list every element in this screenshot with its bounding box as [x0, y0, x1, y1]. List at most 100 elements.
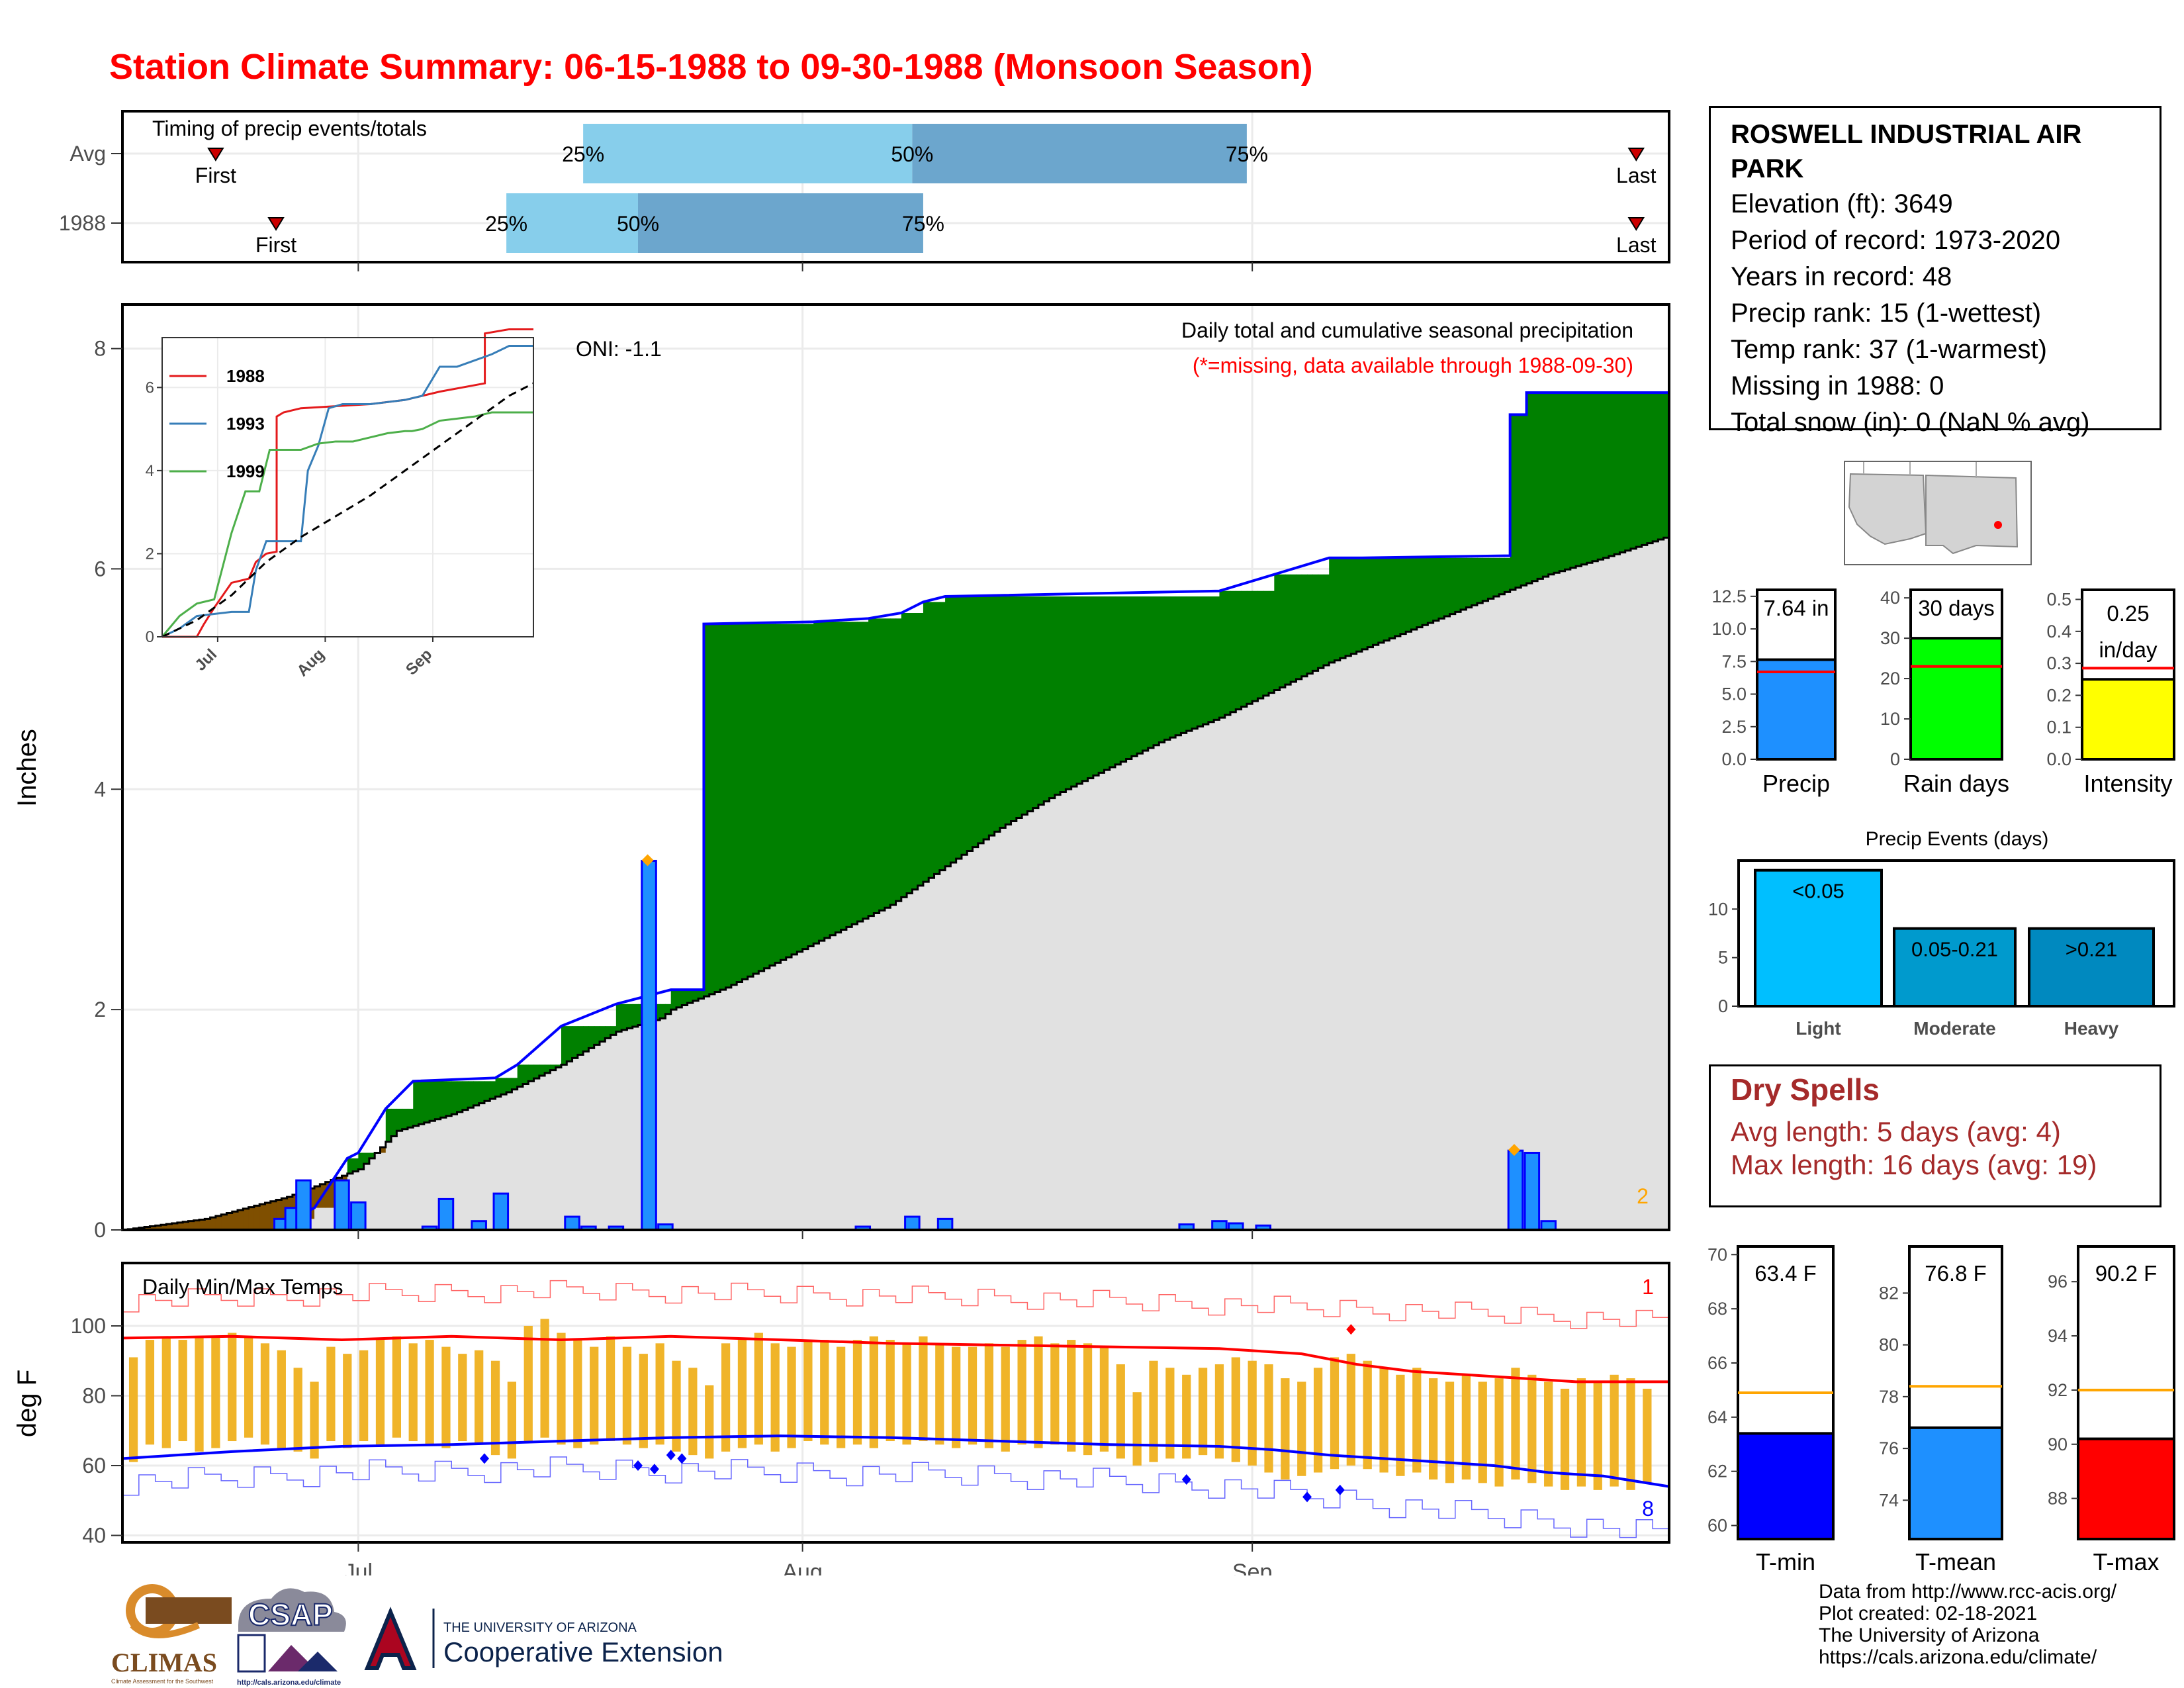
precip-above-normal-fill — [1592, 393, 1598, 561]
precip-above-normal-fill — [1603, 393, 1610, 558]
precip-above-normal-fill — [1066, 596, 1072, 790]
precip-above-normal-fill — [769, 624, 776, 966]
precip-above-normal-fill — [1488, 557, 1494, 599]
timing-first-label: First — [195, 164, 236, 187]
precip-ylabel: Inches — [13, 729, 42, 807]
precip-climo-line — [122, 536, 1670, 1231]
precip-above-normal-fill — [999, 596, 1006, 828]
gauge-ytick-label: 12.5 — [1711, 586, 1747, 606]
precip-above-normal-fill — [1471, 557, 1478, 606]
gauge-value-label: 90.2 F — [2095, 1261, 2158, 1286]
precip-above-normal-fill — [1032, 596, 1039, 808]
inset-legend-label: 1993 — [226, 414, 265, 434]
precip-above-normal-fill — [753, 624, 759, 974]
precip-above-normal-fill — [1197, 596, 1204, 727]
precip-below-normal-fill — [199, 1219, 205, 1230]
timing-p25-label: 25% — [485, 212, 527, 236]
precip-above-normal-fill — [1378, 557, 1385, 643]
precip-above-normal-fill — [1181, 596, 1187, 733]
temps-daily-bar — [688, 1368, 698, 1456]
gauge-bar — [2081, 678, 2175, 761]
inset-ytick-label: 4 — [146, 462, 154, 480]
precip-above-normal-fill — [539, 1064, 545, 1076]
temps-record-low-marker — [649, 1464, 659, 1475]
precip-above-normal-fill — [1428, 557, 1434, 623]
events-category-label: Moderate — [1913, 1018, 1995, 1039]
precip-above-normal-fill — [1581, 393, 1588, 565]
precip-below-normal-fill — [325, 1182, 332, 1208]
temps-daily-bar — [968, 1346, 978, 1445]
temps-daily-bar — [886, 1340, 895, 1442]
precip-above-normal-fill — [797, 624, 803, 952]
precip-above-normal-fill — [1307, 574, 1313, 674]
climas-logo: CLIMAS Climate Assessment for the Southw… — [111, 1584, 232, 1685]
precip-above-normal-fill — [901, 613, 907, 898]
precip-above-normal-fill — [358, 1152, 365, 1170]
precip-above-normal-fill — [704, 624, 710, 997]
precip-above-normal-fill — [599, 1026, 606, 1042]
gauge-value-label: 7.64 in — [1763, 596, 1829, 620]
precip-above-normal-fill — [1044, 596, 1050, 802]
precip-above-normal-fill — [1537, 393, 1543, 579]
gauge-ytick-label: 76 — [1879, 1438, 1899, 1458]
locator-map — [1844, 461, 2032, 565]
timing-first-label: First — [255, 233, 296, 257]
temps-daily-bar — [1610, 1374, 1619, 1487]
timing-last-label: Last — [1616, 233, 1657, 257]
temps-daily-bar — [655, 1343, 664, 1445]
precip-above-normal-fill — [555, 1064, 562, 1068]
temps-daily-bar — [392, 1336, 401, 1438]
temps-daily-bar — [754, 1333, 763, 1445]
precip-daily-bar — [295, 1179, 312, 1231]
temps-daily-bar — [128, 1357, 138, 1462]
temps-daily-bar — [1379, 1368, 1388, 1473]
precip-above-normal-fill — [1120, 596, 1127, 762]
precip-above-normal-fill — [1653, 393, 1659, 541]
precip-daily-bar — [1524, 1152, 1541, 1231]
temps-daily-bar — [590, 1346, 599, 1445]
inset-ytick-label: 6 — [146, 379, 154, 397]
precip-above-normal-fill — [577, 1026, 584, 1055]
gauge-ytick-label: 10.0 — [1711, 619, 1747, 639]
gauge-bar — [1909, 637, 2003, 761]
precip-above-normal-fill — [698, 990, 705, 999]
precip-above-normal-fill — [895, 618, 902, 902]
precip-above-normal-fill — [1570, 393, 1576, 568]
precip-above-normal-fill — [1389, 557, 1396, 639]
inset-ytick-label: 0 — [146, 628, 154, 646]
precip-above-normal-fill — [363, 1152, 370, 1164]
precip-above-normal-fill — [725, 624, 732, 988]
precip-above-normal-fill — [1636, 393, 1643, 547]
temps-record-low-marker — [1335, 1484, 1345, 1495]
temps-daily-bar — [1132, 1392, 1142, 1466]
climas-text: CLIMAS — [111, 1648, 217, 1677]
gauge-ytick-label: 92 — [2048, 1380, 2068, 1400]
precip-above-normal-fill — [440, 1081, 447, 1118]
timing-row-label: Avg — [69, 142, 106, 165]
events-title: Precip Events (days) — [1866, 828, 2049, 850]
precip-ytick-label: 4 — [94, 777, 106, 801]
precip-above-normal-fill — [1553, 393, 1560, 573]
precip-above-normal-fill — [1027, 596, 1034, 812]
precip-above-normal-fill — [1104, 596, 1111, 771]
precip-above-normal-fill — [654, 1004, 660, 1020]
precip-above-normal-fill — [1493, 557, 1500, 597]
precip-above-normal-fill — [1263, 590, 1269, 696]
precip-above-normal-fill — [517, 1064, 523, 1087]
temps-daily-bar — [1511, 1368, 1520, 1480]
precip-corner-count: 2 — [1637, 1184, 1649, 1208]
precip-below-normal-fill — [276, 1199, 282, 1230]
precip-above-normal-fill — [1630, 393, 1637, 549]
precip-below-normal-fill — [253, 1205, 260, 1230]
temps-daily-bar — [458, 1354, 467, 1442]
inset-series-line — [161, 345, 533, 638]
precip-below-normal-fill — [238, 1210, 244, 1230]
precip-above-normal-fill — [939, 602, 946, 870]
timing-bar-25-50 — [506, 193, 638, 253]
precip-above-normal-fill — [1444, 557, 1451, 616]
inset-ytick-label: 2 — [146, 545, 154, 563]
precip-above-normal-fill — [588, 1026, 595, 1049]
inset-series-line — [162, 328, 533, 638]
precip-above-normal-fill — [682, 990, 688, 1006]
gauge-category-label: T-max — [2093, 1548, 2159, 1575]
